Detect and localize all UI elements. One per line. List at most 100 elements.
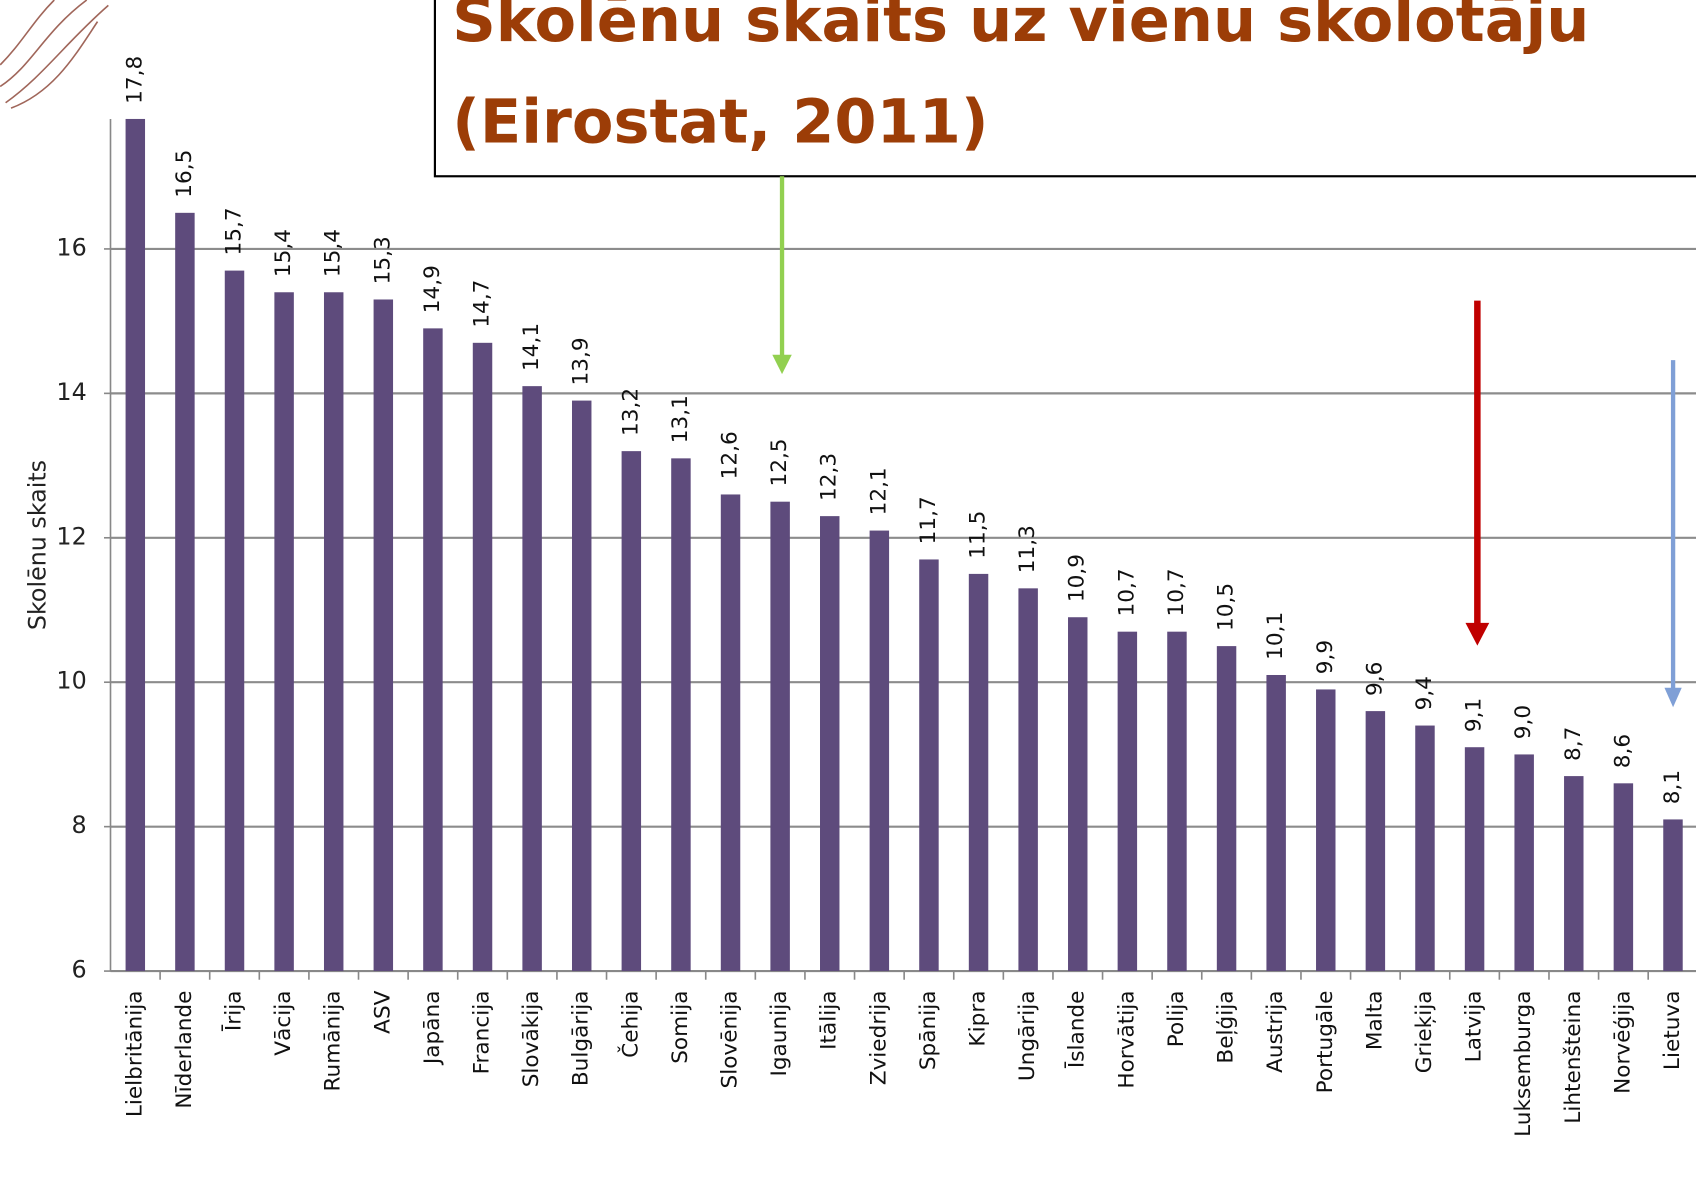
y-axis-label: Skolēnu skaits bbox=[24, 460, 52, 630]
x-tick-label: Slovākija bbox=[519, 991, 544, 1088]
bar bbox=[175, 213, 194, 971]
bar bbox=[1465, 747, 1484, 971]
value-label: 9,6 bbox=[1362, 662, 1387, 696]
value-label: 10,1 bbox=[1263, 612, 1288, 660]
value-label: 16,5 bbox=[172, 150, 197, 198]
value-label: 8,6 bbox=[1610, 734, 1635, 768]
x-tick-label: Īslande bbox=[1065, 991, 1090, 1069]
bar bbox=[1415, 726, 1434, 972]
y-tick-label: 14 bbox=[56, 378, 86, 406]
x-tick-label: Spānija bbox=[916, 991, 941, 1071]
value-label: 14,1 bbox=[519, 323, 544, 371]
y-tick-label: 8 bbox=[72, 811, 87, 839]
value-label: 11,5 bbox=[966, 511, 991, 559]
value-label: 17,8 bbox=[122, 56, 147, 104]
bar bbox=[1266, 675, 1285, 971]
bar bbox=[919, 559, 938, 971]
x-tick-label: Portugāle bbox=[1313, 991, 1338, 1094]
y-tick-label: 12 bbox=[56, 522, 86, 550]
y-tick-label: 10 bbox=[56, 667, 86, 695]
bar bbox=[1068, 617, 1087, 971]
value-label: 10,7 bbox=[1164, 568, 1189, 616]
x-tick-label: Norvēģija bbox=[1610, 991, 1635, 1094]
bar bbox=[522, 386, 541, 971]
bar bbox=[1663, 819, 1682, 971]
x-tick-label: Lietuva bbox=[1660, 991, 1685, 1071]
bar bbox=[721, 494, 740, 971]
x-tick-label: Beļģija bbox=[1214, 991, 1239, 1064]
value-label: 9,9 bbox=[1313, 640, 1338, 674]
logo bbox=[0, 0, 108, 108]
x-tick-label: Igaunija bbox=[767, 991, 792, 1077]
y-tick-label: 16 bbox=[56, 233, 86, 261]
value-label: 8,1 bbox=[1660, 770, 1685, 804]
x-tick-label: Bulgārija bbox=[569, 991, 594, 1087]
value-label: 15,7 bbox=[222, 207, 247, 255]
value-label: 13,1 bbox=[668, 395, 693, 443]
bar bbox=[1316, 689, 1335, 971]
value-label: 15,4 bbox=[321, 229, 346, 277]
bar bbox=[1564, 776, 1583, 971]
bar bbox=[969, 574, 988, 971]
plot-area: 6810121416Lielbritānija17,8Nīderlande16,… bbox=[56, 56, 1696, 1137]
bar bbox=[423, 328, 442, 971]
x-tick-label: Francija bbox=[470, 991, 495, 1075]
value-label: 13,2 bbox=[618, 388, 643, 436]
value-label: 10,7 bbox=[1114, 568, 1139, 616]
x-tick-label: Kipra bbox=[966, 991, 991, 1047]
value-label: 15,4 bbox=[271, 229, 296, 277]
x-tick-label: Itālija bbox=[817, 991, 842, 1050]
x-tick-label: Rumānija bbox=[321, 991, 346, 1092]
bar bbox=[1514, 754, 1533, 971]
bar bbox=[126, 119, 145, 971]
bar bbox=[1118, 632, 1137, 971]
x-tick-label: Horvātija bbox=[1114, 991, 1139, 1089]
chart: 6810121416Lielbritānija17,8Nīderlande16,… bbox=[0, 0, 1696, 1196]
bar bbox=[274, 292, 293, 971]
bar bbox=[1366, 711, 1385, 971]
bar bbox=[622, 451, 641, 971]
x-tick-label: Lihtenšteina bbox=[1561, 991, 1586, 1124]
x-tick-label: Somija bbox=[668, 991, 693, 1064]
page: 6810121416Lielbritānija17,8Nīderlande16,… bbox=[0, 0, 1696, 1196]
x-tick-label: Grieķija bbox=[1412, 991, 1437, 1074]
x-tick-label: Ungārija bbox=[1015, 991, 1040, 1082]
bar bbox=[324, 292, 343, 971]
bar bbox=[572, 401, 591, 971]
value-label: 12,5 bbox=[767, 438, 792, 486]
bar bbox=[225, 271, 244, 971]
value-label: 11,3 bbox=[1015, 525, 1040, 573]
bar bbox=[374, 299, 393, 971]
value-label: 10,9 bbox=[1065, 554, 1090, 602]
bar bbox=[671, 458, 690, 971]
value-label: 12,6 bbox=[718, 431, 743, 479]
chart-title: (Eirostat, 2011) bbox=[452, 88, 988, 158]
bar bbox=[1167, 632, 1186, 971]
value-label: 9,4 bbox=[1412, 676, 1437, 710]
value-label: 14,9 bbox=[420, 265, 445, 313]
value-label: 10,5 bbox=[1214, 583, 1239, 631]
value-label: 8,7 bbox=[1561, 727, 1586, 761]
value-label: 11,7 bbox=[916, 496, 941, 544]
bar bbox=[870, 531, 889, 972]
x-tick-label: Polija bbox=[1164, 991, 1189, 1048]
x-tick-label: Nīderlande bbox=[172, 991, 197, 1109]
x-tick-label: Zviedrija bbox=[866, 991, 891, 1086]
value-label: 12,1 bbox=[866, 467, 891, 515]
value-label: 9,1 bbox=[1462, 698, 1487, 732]
y-tick-label: 6 bbox=[72, 956, 87, 984]
x-tick-label: Latvija bbox=[1462, 991, 1487, 1063]
chart-title: Skolēnu skaits uz vienu skolotāju bbox=[452, 0, 1589, 56]
bar bbox=[1614, 783, 1633, 971]
bar bbox=[473, 343, 492, 971]
x-tick-label: Luksemburga bbox=[1511, 991, 1536, 1137]
x-tick-label: Slovēnija bbox=[718, 991, 743, 1089]
x-tick-label: Īrija bbox=[222, 991, 247, 1032]
value-label: 9,0 bbox=[1511, 705, 1536, 739]
bar bbox=[770, 502, 789, 971]
x-tick-label: Čehija bbox=[617, 991, 643, 1058]
x-tick-label: Vācija bbox=[271, 991, 296, 1056]
bar bbox=[820, 516, 839, 971]
value-label: 13,9 bbox=[569, 337, 594, 385]
x-tick-label: ASV bbox=[370, 990, 395, 1033]
